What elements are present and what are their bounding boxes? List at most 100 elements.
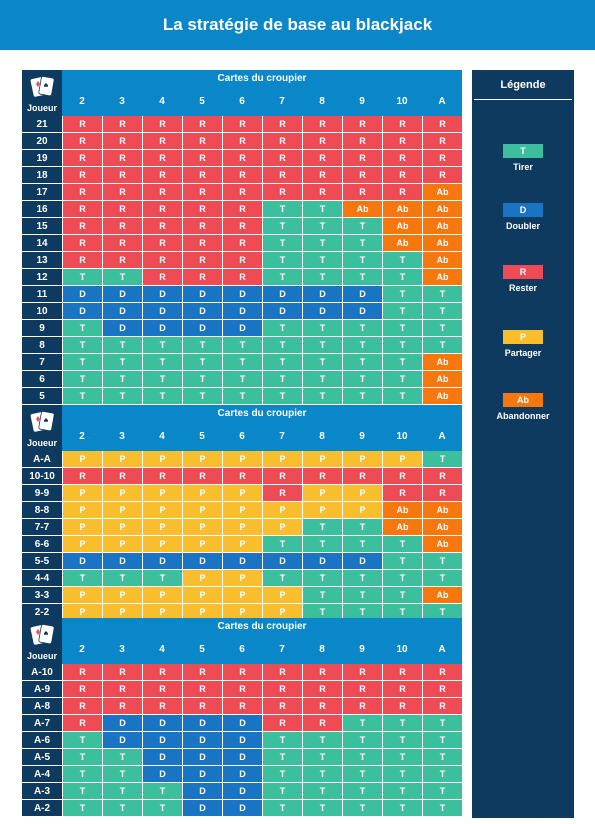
legend-item: T Tirer bbox=[472, 144, 574, 172]
strategy-cell: R bbox=[303, 664, 342, 680]
player-hand-label: A-10 bbox=[22, 664, 62, 680]
strategy-cell: T bbox=[303, 749, 342, 765]
strategy-cell: T bbox=[343, 388, 382, 404]
strategy-cell: T bbox=[343, 749, 382, 765]
strategy-cell: R bbox=[183, 218, 222, 234]
player-hand-label: 5-5 bbox=[22, 553, 62, 569]
strategy-cell: R bbox=[103, 468, 142, 484]
strategy-cell: D bbox=[183, 732, 222, 748]
strategy-cell: D bbox=[183, 320, 222, 336]
strategy-cell: D bbox=[143, 715, 182, 731]
strategy-cell: D bbox=[183, 303, 222, 319]
strategy-cell: D bbox=[223, 749, 262, 765]
strategy-cell: R bbox=[183, 252, 222, 268]
strategy-cell: T bbox=[423, 451, 462, 467]
strategy-cell: R bbox=[423, 116, 462, 132]
strategy-cell: R bbox=[303, 184, 342, 200]
player-hand-label: 10 bbox=[22, 303, 62, 319]
strategy-cell: D bbox=[223, 800, 262, 816]
strategy-cell: P bbox=[143, 485, 182, 501]
strategy-cell: T bbox=[343, 519, 382, 535]
strategy-cell: D bbox=[143, 732, 182, 748]
strategy-cell: T bbox=[303, 371, 342, 387]
strategy-cell: T bbox=[383, 570, 422, 586]
table-row: A-2 T T T D D T T T T T bbox=[22, 800, 462, 817]
strategy-cell: R bbox=[303, 468, 342, 484]
strategy-cell: R bbox=[263, 133, 302, 149]
legend-panel: Légende T Tirer D Doubler R Rester P Partager Ab… bbox=[472, 70, 574, 818]
strategy-cell: T bbox=[383, 354, 422, 370]
strategy-cell: T bbox=[63, 354, 102, 370]
strategy-cell: P bbox=[183, 485, 222, 501]
strategy-cell: D bbox=[183, 800, 222, 816]
dealer-card-header: A bbox=[438, 644, 446, 655]
strategy-cell: T bbox=[423, 553, 462, 569]
strategy-cell: R bbox=[143, 201, 182, 217]
dealer-card-header: 6 bbox=[239, 96, 245, 107]
strategy-cell: T bbox=[263, 783, 302, 799]
strategy-cell: R bbox=[343, 664, 382, 680]
strategy-cell: T bbox=[143, 783, 182, 799]
strategy-cell: R bbox=[383, 664, 422, 680]
strategy-cell: R bbox=[183, 235, 222, 251]
strategy-cell: D bbox=[223, 715, 262, 731]
strategy-cell: T bbox=[383, 749, 422, 765]
strategy-cell: P bbox=[183, 587, 222, 603]
dealer-card-header: A bbox=[438, 96, 446, 107]
strategy-cell: T bbox=[423, 570, 462, 586]
strategy-cell: T bbox=[263, 354, 302, 370]
strategy-cell: P bbox=[103, 485, 142, 501]
strategy-cell: T bbox=[263, 371, 302, 387]
strategy-cell: T bbox=[223, 388, 262, 404]
strategy-cell: P bbox=[263, 519, 302, 535]
strategy-cell: T bbox=[263, 388, 302, 404]
strategy-cell: T bbox=[103, 570, 142, 586]
strategy-cell: T bbox=[263, 269, 302, 285]
dealer-card-header: 8 bbox=[319, 96, 325, 107]
strategy-cell: T bbox=[383, 286, 422, 302]
table-header: Joueur Cartes du croupier 2 3 4 5 6 7 8 9 10 A bbox=[22, 618, 462, 664]
strategy-cell: D bbox=[223, 766, 262, 782]
player-hand-label: 17 bbox=[22, 184, 62, 200]
strategy-cell: T bbox=[383, 732, 422, 748]
playing-cards-icon bbox=[30, 74, 56, 100]
strategy-cell: D bbox=[303, 286, 342, 302]
strategy-cell: R bbox=[183, 468, 222, 484]
dealer-card-header: 7 bbox=[279, 644, 285, 655]
strategy-cell: D bbox=[183, 749, 222, 765]
strategy-cell: R bbox=[143, 116, 182, 132]
strategy-cell: R bbox=[383, 468, 422, 484]
player-hand-label: A-4 bbox=[22, 766, 62, 782]
dealer-cards-title: Cartes du croupier bbox=[217, 73, 307, 84]
strategy-cell: R bbox=[183, 116, 222, 132]
strategy-cell: Ab bbox=[423, 235, 462, 251]
player-hand-label: 20 bbox=[22, 133, 62, 149]
strategy-cell: R bbox=[183, 167, 222, 183]
strategy-cell: T bbox=[383, 371, 422, 387]
player-hand-label: 6 bbox=[22, 371, 62, 387]
strategy-cell: R bbox=[303, 116, 342, 132]
strategy-cell: R bbox=[103, 116, 142, 132]
strategy-cell: P bbox=[143, 451, 182, 467]
strategy-cell: Ab bbox=[383, 201, 422, 217]
strategy-cell: R bbox=[423, 485, 462, 501]
strategy-cell: R bbox=[263, 184, 302, 200]
strategy-cell: R bbox=[343, 116, 382, 132]
strategy-table: Joueur Cartes du croupier 2 3 4 5 6 7 8 9 10 A 21 R R R… bbox=[22, 70, 462, 405]
strategy-cell: T bbox=[263, 766, 302, 782]
strategy-cell: R bbox=[263, 150, 302, 166]
strategy-cell: T bbox=[263, 732, 302, 748]
strategy-cell: T bbox=[383, 388, 422, 404]
strategy-cell: R bbox=[103, 133, 142, 149]
strategy-cell: T bbox=[303, 519, 342, 535]
strategy-cell: T bbox=[343, 536, 382, 552]
legend-label: Tirer bbox=[513, 162, 533, 172]
strategy-cell: T bbox=[383, 800, 422, 816]
dealer-card-header: 3 bbox=[119, 644, 125, 655]
strategy-cell: R bbox=[183, 269, 222, 285]
strategy-cell: R bbox=[223, 133, 262, 149]
strategy-cell: P bbox=[383, 451, 422, 467]
dealer-card-header: 4 bbox=[159, 644, 165, 655]
strategy-cell: R bbox=[383, 133, 422, 149]
strategy-cell: R bbox=[223, 235, 262, 251]
